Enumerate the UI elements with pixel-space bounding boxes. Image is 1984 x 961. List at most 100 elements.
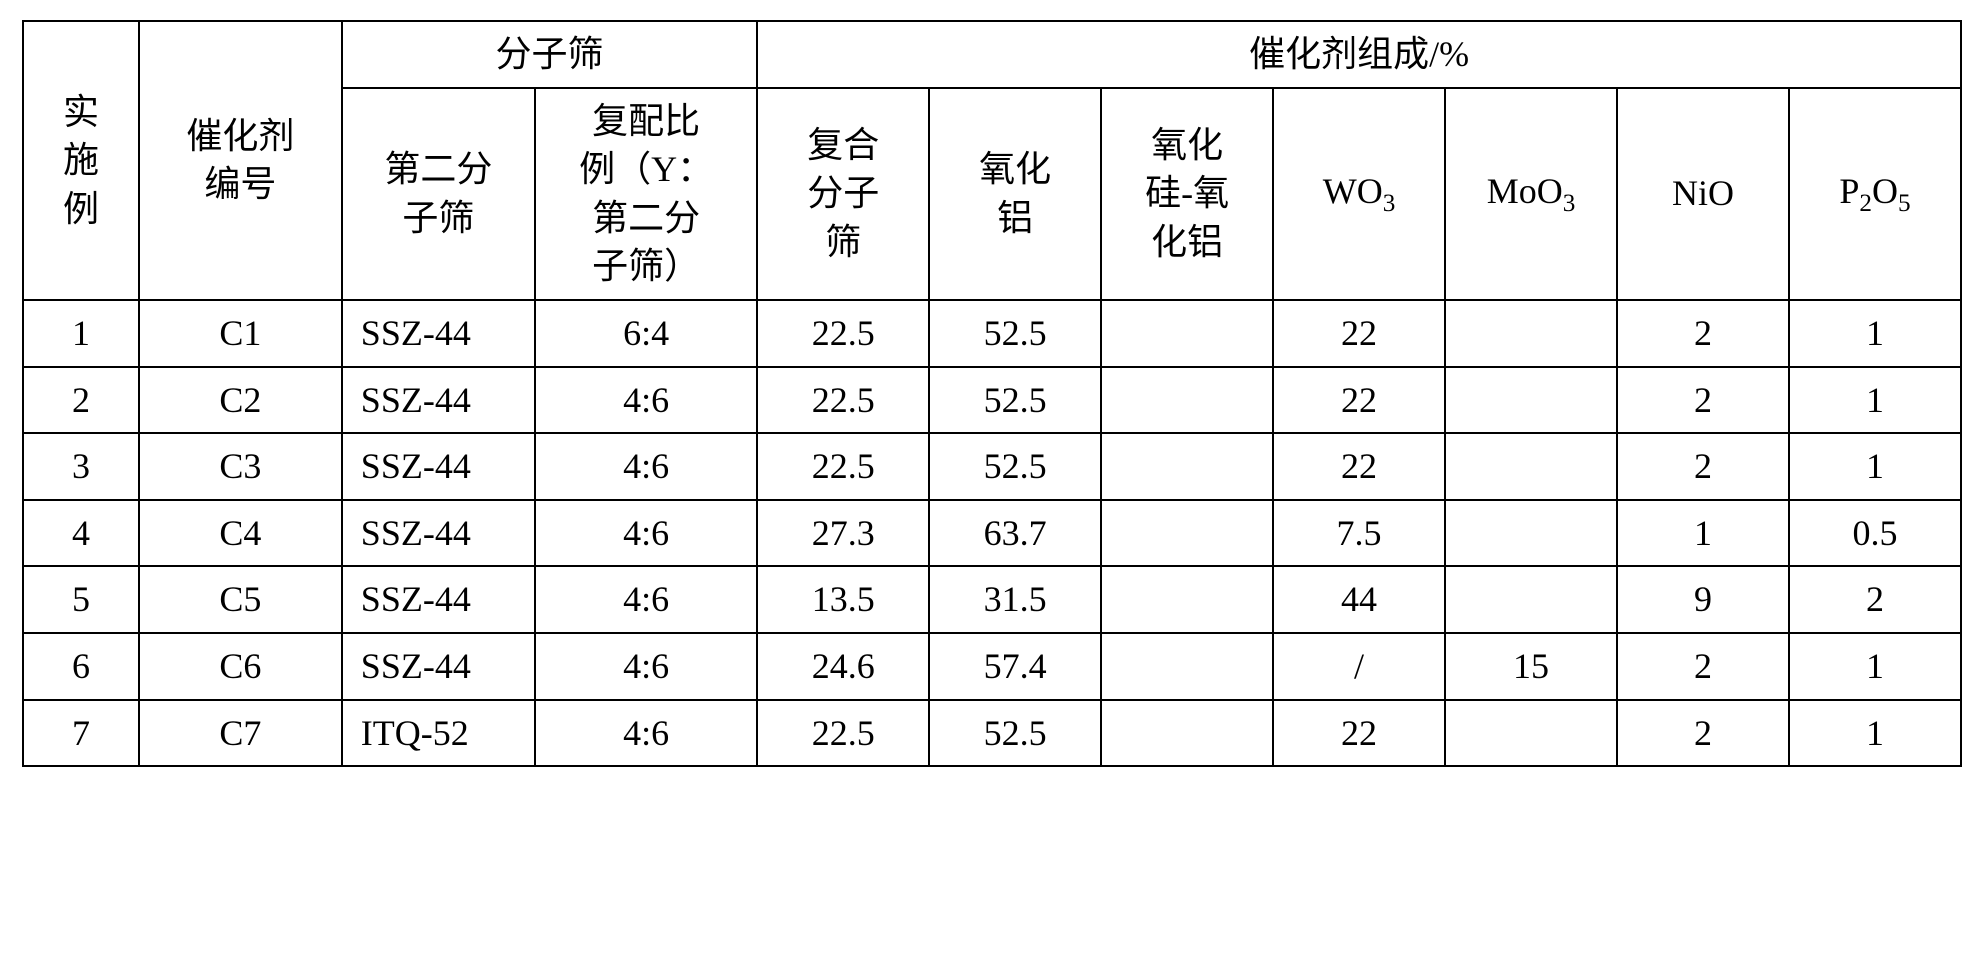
cell-composite: 22.5 [757, 700, 929, 767]
cell-example: 4 [23, 500, 139, 567]
col-silica-alumina: 氧化硅-氧化铝 [1101, 88, 1273, 300]
table-row: 1 C1 SSZ-44 6:4 22.5 52.5 22 2 1 [23, 300, 1961, 367]
cell-p2o5: 1 [1789, 367, 1961, 434]
cell-moo3 [1445, 367, 1617, 434]
cell-silica-alumina [1101, 700, 1273, 767]
col-group-catalyst-composition: 催化剂组成/% [757, 21, 1961, 88]
cell-example: 1 [23, 300, 139, 367]
cell-wo3: 22 [1273, 700, 1445, 767]
cell-moo3 [1445, 566, 1617, 633]
table-row: 4 C4 SSZ-44 4:6 27.3 63.7 7.5 1 0.5 [23, 500, 1961, 567]
col-p2o5-2: 2 [1859, 190, 1872, 217]
cell-second-sieve: ITQ-52 [342, 700, 535, 767]
cell-composite: 13.5 [757, 566, 929, 633]
cell-example: 2 [23, 367, 139, 434]
cell-ratio: 4:6 [535, 566, 757, 633]
col-wo3: WO3 [1273, 88, 1445, 300]
cell-example: 3 [23, 433, 139, 500]
cell-silica-alumina [1101, 300, 1273, 367]
cell-p2o5: 1 [1789, 633, 1961, 700]
cell-silica-alumina [1101, 500, 1273, 567]
cell-nio: 2 [1617, 633, 1789, 700]
cell-wo3: / [1273, 633, 1445, 700]
cell-second-sieve: SSZ-44 [342, 433, 535, 500]
cell-nio: 2 [1617, 433, 1789, 500]
col-alumina-label: 氧化铝 [979, 149, 1051, 238]
cell-alumina: 52.5 [929, 700, 1101, 767]
cell-p2o5: 1 [1789, 300, 1961, 367]
col-silica-alumina-label: 氧化硅-氧化铝 [1145, 125, 1229, 262]
cell-moo3 [1445, 500, 1617, 567]
cell-catalyst-id: C1 [139, 300, 342, 367]
cell-silica-alumina [1101, 566, 1273, 633]
col-catalyst-id-label: 催化剂编号 [186, 116, 294, 205]
cell-example: 5 [23, 566, 139, 633]
cell-ratio: 4:6 [535, 433, 757, 500]
cell-alumina: 52.5 [929, 367, 1101, 434]
col-wo3-sub: 3 [1383, 190, 1396, 217]
cell-composite: 22.5 [757, 433, 929, 500]
cell-catalyst-id: C3 [139, 433, 342, 500]
col-example-label: 实施例 [63, 92, 99, 229]
cell-composite: 22.5 [757, 300, 929, 367]
cell-nio: 1 [1617, 500, 1789, 567]
cell-silica-alumina [1101, 433, 1273, 500]
cell-alumina: 52.5 [929, 300, 1101, 367]
col-second-sieve: 第二分子筛 [342, 88, 535, 300]
col-wo3-base: WO [1323, 171, 1383, 211]
cell-p2o5: 1 [1789, 700, 1961, 767]
col-compound-ratio: 复配比例（Y：第二分子筛） [535, 88, 757, 300]
col-p2o5-p: P [1839, 171, 1859, 211]
cell-wo3: 22 [1273, 433, 1445, 500]
cell-alumina: 57.4 [929, 633, 1101, 700]
col-group-molecular-sieve-label: 分子筛 [496, 34, 604, 74]
col-moo3-base: MoO [1487, 171, 1563, 211]
cell-alumina: 31.5 [929, 566, 1101, 633]
cell-nio: 9 [1617, 566, 1789, 633]
cell-ratio: 4:6 [535, 500, 757, 567]
cell-example: 6 [23, 633, 139, 700]
table-row: 6 C6 SSZ-44 4:6 24.6 57.4 / 15 2 1 [23, 633, 1961, 700]
cell-silica-alumina [1101, 367, 1273, 434]
col-nio: NiO [1617, 88, 1789, 300]
col-catalyst-id: 催化剂编号 [139, 21, 342, 300]
cell-moo3: 15 [1445, 633, 1617, 700]
cell-catalyst-id: C7 [139, 700, 342, 767]
cell-catalyst-id: C5 [139, 566, 342, 633]
table-row: 2 C2 SSZ-44 4:6 22.5 52.5 22 2 1 [23, 367, 1961, 434]
cell-wo3: 44 [1273, 566, 1445, 633]
cell-silica-alumina [1101, 633, 1273, 700]
col-composite-sieve: 复合分子筛 [757, 88, 929, 300]
cell-ratio: 4:6 [535, 367, 757, 434]
cell-second-sieve: SSZ-44 [342, 566, 535, 633]
col-group-catalyst-composition-label: 催化剂组成/% [1249, 34, 1469, 74]
cell-ratio: 4:6 [535, 700, 757, 767]
catalyst-composition-table: 实施例 催化剂编号 分子筛 催化剂组成/% 第二分子筛 复配比例（Y：第二分子筛… [22, 20, 1962, 767]
col-alumina: 氧化铝 [929, 88, 1101, 300]
table-body: 1 C1 SSZ-44 6:4 22.5 52.5 22 2 1 2 C2 SS… [23, 300, 1961, 766]
col-composite-sieve-label: 复合分子筛 [807, 125, 879, 262]
table-header: 实施例 催化剂编号 分子筛 催化剂组成/% 第二分子筛 复配比例（Y：第二分子筛… [23, 21, 1961, 300]
col-nio-label: NiO [1672, 173, 1734, 213]
cell-wo3: 22 [1273, 300, 1445, 367]
cell-example: 7 [23, 700, 139, 767]
cell-catalyst-id: C2 [139, 367, 342, 434]
cell-catalyst-id: C4 [139, 500, 342, 567]
table-row: 5 C5 SSZ-44 4:6 13.5 31.5 44 9 2 [23, 566, 1961, 633]
cell-composite: 27.3 [757, 500, 929, 567]
col-example: 实施例 [23, 21, 139, 300]
cell-second-sieve: SSZ-44 [342, 367, 535, 434]
cell-ratio: 4:6 [535, 633, 757, 700]
cell-p2o5: 0.5 [1789, 500, 1961, 567]
col-moo3-sub: 3 [1563, 190, 1576, 217]
cell-ratio: 6:4 [535, 300, 757, 367]
cell-alumina: 52.5 [929, 433, 1101, 500]
table-row: 3 C3 SSZ-44 4:6 22.5 52.5 22 2 1 [23, 433, 1961, 500]
col-p2o5-5: 5 [1898, 190, 1911, 217]
col-second-sieve-label: 第二分子筛 [384, 149, 492, 238]
cell-nio: 2 [1617, 367, 1789, 434]
cell-wo3: 7.5 [1273, 500, 1445, 567]
cell-second-sieve: SSZ-44 [342, 633, 535, 700]
col-p2o5-o: O [1872, 171, 1898, 211]
cell-catalyst-id: C6 [139, 633, 342, 700]
